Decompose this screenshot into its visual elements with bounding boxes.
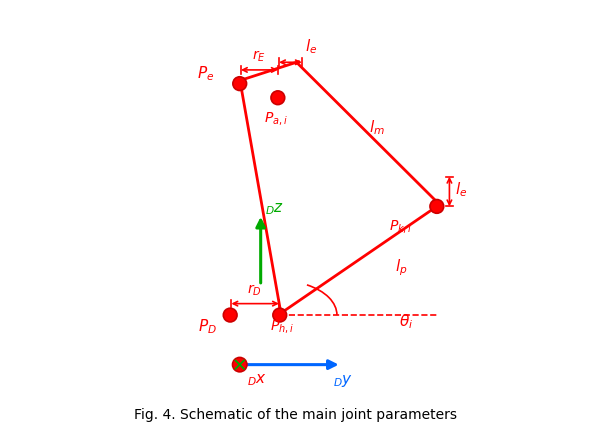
Text: Fig. 4. Schematic of the main joint parameters: Fig. 4. Schematic of the main joint para… [133, 408, 457, 422]
Text: $l_m$: $l_m$ [369, 118, 385, 137]
Text: $P_{a,i}$: $P_{a,i}$ [264, 110, 288, 127]
Text: $l_e$: $l_e$ [455, 180, 467, 199]
Text: $l_p$: $l_p$ [395, 257, 407, 278]
Text: $P_{k,i}$: $P_{k,i}$ [389, 218, 412, 235]
Text: $r_D$: $r_D$ [247, 283, 262, 298]
Text: $P_{h,i}$: $P_{h,i}$ [270, 318, 294, 335]
Text: $r_E$: $r_E$ [252, 48, 266, 64]
Circle shape [232, 357, 247, 372]
Text: $P_e$: $P_e$ [197, 65, 214, 84]
Circle shape [233, 77, 247, 90]
Circle shape [224, 308, 237, 322]
Text: $l_e$: $l_e$ [305, 37, 317, 56]
Text: $P_D$: $P_D$ [198, 317, 217, 336]
Circle shape [430, 200, 444, 213]
Text: $_Dx$: $_Dx$ [247, 372, 267, 388]
Circle shape [273, 308, 287, 322]
Text: $_Dz$: $_Dz$ [266, 201, 284, 217]
Circle shape [271, 91, 285, 105]
Text: $_Dy$: $_Dy$ [333, 373, 353, 389]
Text: $\theta_i$: $\theta_i$ [399, 312, 414, 331]
